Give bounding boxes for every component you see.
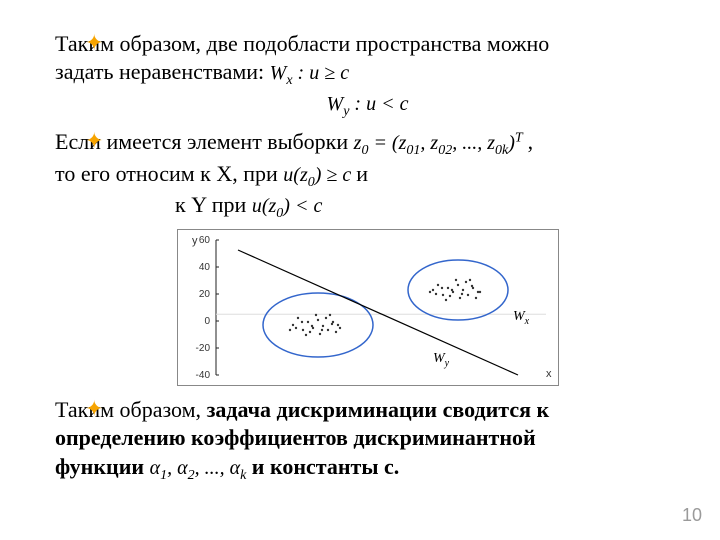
u-z0-lt-c: u(z0) < c: [252, 195, 323, 217]
svg-text:0: 0: [204, 316, 210, 327]
svg-text:40: 40: [198, 262, 210, 273]
u-z0-ge-c: u(z0) ≥ c: [283, 164, 356, 186]
scatter-chart: 60 40 20 0 -20 -40 y x Wx Wy: [177, 229, 559, 386]
svg-text:Wy: Wy: [433, 351, 450, 369]
slide: ✦ Таким образом, две подобласти простран…: [0, 0, 720, 540]
svg-text:20: 20: [198, 289, 210, 300]
svg-text:Wx: Wx: [513, 309, 530, 327]
page-number: 10: [682, 505, 702, 526]
bullet-3: ✦: [85, 396, 103, 422]
bullet-2: ✦: [85, 128, 103, 154]
para2: Если имеется элемент выборки z0 = (z01, …: [55, 128, 680, 223]
svg-text:-20: -20: [195, 343, 210, 354]
svg-text:y: y: [192, 235, 198, 247]
z0-vector: z0 = (z01, z02, ..., z0k)T: [354, 132, 528, 154]
alpha-list: α1, α2, ..., αk: [150, 457, 247, 479]
bullet-1: ✦: [85, 30, 103, 56]
svg-text:-40: -40: [195, 370, 210, 381]
conclusion: Таким образом, задача дискриминации свод…: [55, 396, 680, 485]
formula-wx-inline: Wx : u ≥ c: [270, 62, 349, 84]
formula-wy: Wy : u < c: [55, 93, 680, 120]
intro-line-1: Таким образом, две подобласти пространст…: [55, 31, 549, 56]
svg-text:x: x: [546, 368, 552, 380]
intro-line-2: задать неравенствами:: [55, 59, 264, 84]
svg-text:60: 60: [198, 235, 210, 246]
chart-svg: 60 40 20 0 -20 -40 y x Wx Wy: [178, 230, 558, 385]
intro-text: Таким образом, две подобласти пространст…: [55, 30, 680, 89]
